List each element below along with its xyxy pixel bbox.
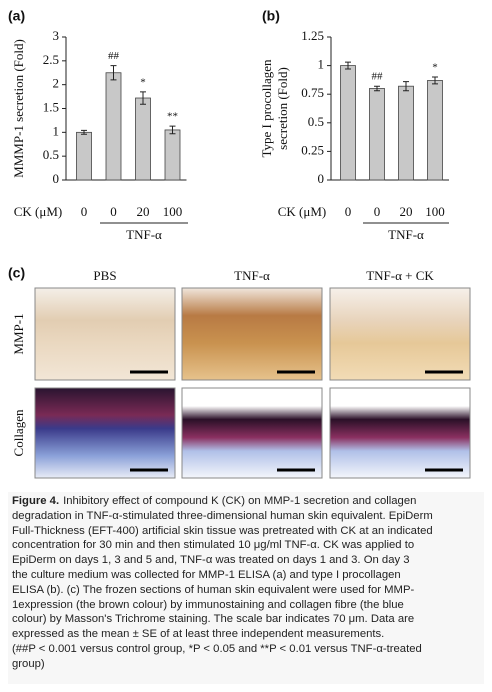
micrograph bbox=[181, 387, 323, 479]
y-axis-label: secretion (Fold) bbox=[275, 67, 290, 150]
caption-text: Inhibitory effect of compound K (CK) on … bbox=[63, 495, 417, 507]
caption-text: 1expression (the brown colour) by immuno… bbox=[12, 598, 404, 611]
bar bbox=[398, 85, 414, 181]
y-tick-label: 0.75 bbox=[301, 85, 324, 100]
bar bbox=[76, 131, 92, 181]
column-header: TNF-α + CK bbox=[366, 268, 434, 283]
micrograph bbox=[34, 387, 176, 479]
x-tick-label: 100 bbox=[163, 204, 183, 219]
significance-mark: ## bbox=[372, 71, 384, 83]
y-tick-label: 1.25 bbox=[301, 28, 324, 43]
micrograph bbox=[329, 387, 471, 479]
caption-line: concentration for 30 min and then stimul… bbox=[12, 538, 480, 553]
y-tick-label: 0 bbox=[318, 171, 325, 186]
y-tick-label: 1.5 bbox=[43, 99, 59, 114]
error-bar bbox=[374, 85, 380, 92]
y-tick-label: 3 bbox=[53, 28, 60, 43]
caption-line: ELISA (b). (c) The frozen sections of hu… bbox=[12, 583, 480, 598]
x-tick-label: 0 bbox=[81, 204, 88, 219]
panel-label: (c) bbox=[8, 265, 25, 281]
error-bar bbox=[403, 81, 409, 92]
group-label: TNF-α bbox=[126, 227, 162, 242]
caption-text: (##P < 0.001 versus control group, *P < … bbox=[12, 642, 422, 655]
bar bbox=[164, 129, 181, 181]
caption-line: Full-Thickness (EFT-400) artificial skin… bbox=[12, 524, 480, 539]
x-axis-label: CK (μM) bbox=[14, 204, 63, 219]
scale-bars bbox=[130, 370, 463, 472]
panel-label: (a) bbox=[8, 8, 25, 24]
y-axis-label: MMMP-1 secretion (Fold) bbox=[11, 39, 26, 178]
x-tick-label: 0 bbox=[374, 204, 381, 219]
bar bbox=[369, 88, 385, 181]
caption-text: degradation in TNF-α-stimulated three-di… bbox=[12, 509, 433, 522]
micrograph bbox=[34, 287, 176, 381]
significance-mark: * bbox=[140, 76, 146, 88]
figure-caption: Figure 4. Inhibitory effect of compound K… bbox=[8, 492, 484, 684]
panel-label: (b) bbox=[262, 8, 280, 24]
caption-text: Full-Thickness (EFT-400) artificial skin… bbox=[12, 524, 433, 537]
row-label: Collagen bbox=[11, 409, 26, 456]
column-header: PBS bbox=[93, 268, 116, 283]
x-tick-label: 100 bbox=[425, 204, 445, 219]
caption-text: expressed as the mean ± SE of at least t… bbox=[12, 628, 385, 641]
caption-text: EpiDerm on days 1, 3 and 5 and, TNF-α wa… bbox=[12, 554, 410, 567]
error-bar bbox=[169, 125, 176, 135]
bar bbox=[135, 97, 151, 181]
micrograph bbox=[181, 287, 323, 381]
caption-line: Figure 4. Inhibitory effect of compound K… bbox=[12, 494, 480, 509]
bar bbox=[340, 65, 356, 181]
error-bar bbox=[140, 91, 146, 105]
column-header: TNF-α bbox=[234, 268, 270, 283]
caption-line: 1expression (the brown colour) by immuno… bbox=[12, 598, 480, 613]
micrograph bbox=[329, 287, 471, 381]
y-tick-label: 0.25 bbox=[301, 142, 324, 157]
x-axis-label: CK (μM) bbox=[278, 204, 327, 219]
y-tick-label: 1 bbox=[53, 123, 60, 138]
caption-label: Figure 4. bbox=[12, 495, 60, 507]
group-label: TNF-α bbox=[388, 227, 424, 242]
x-tick-label: 20 bbox=[137, 204, 150, 219]
row-label: MMP-1 bbox=[11, 313, 26, 354]
caption-text: concentration for 30 min and then stimul… bbox=[12, 539, 415, 552]
y-tick-label: 0.5 bbox=[308, 114, 324, 129]
y-tick-label: 0 bbox=[53, 171, 60, 186]
caption-text: colour) by Masson's Trichrome staining. … bbox=[12, 613, 415, 626]
caption-line: expressed as the mean ± SE of at least t… bbox=[12, 627, 480, 642]
significance-mark: ** bbox=[167, 111, 178, 123]
x-tick-label: 20 bbox=[400, 204, 413, 219]
caption-text: ELISA (b). (c) The frozen sections of hu… bbox=[12, 583, 415, 596]
caption-line: colour) by Masson's Trichrome staining. … bbox=[12, 612, 480, 627]
panel-c-images bbox=[34, 287, 471, 479]
significance-mark: ## bbox=[108, 50, 120, 62]
figure: (c) PBS TNF-α TNF-α + CK MMP-1 Collagen … bbox=[8, 8, 471, 479]
error-bar bbox=[345, 61, 351, 70]
bar bbox=[105, 72, 122, 181]
error-bar bbox=[432, 76, 438, 85]
caption-line: degradation in TNF-α-stimulated three-di… bbox=[12, 509, 480, 524]
caption-text: group) bbox=[12, 657, 45, 670]
caption-line: EpiDerm on days 1, 3 and 5 and, TNF-α wa… bbox=[12, 553, 480, 568]
error-bar bbox=[81, 129, 87, 135]
caption-text: the culture medium was collected for MMP… bbox=[12, 568, 401, 581]
y-axis-label: Type I procollagen bbox=[259, 59, 274, 157]
y-tick-label: 2.5 bbox=[43, 52, 59, 67]
y-tick-label: 0.5 bbox=[43, 147, 59, 162]
caption-line: the culture medium was collected for MMP… bbox=[12, 568, 480, 583]
significance-mark: * bbox=[432, 62, 438, 74]
y-tick-label: 2 bbox=[53, 76, 60, 91]
x-tick-label: 0 bbox=[345, 204, 352, 219]
bar bbox=[427, 80, 443, 181]
caption-line: group) bbox=[12, 657, 480, 672]
x-tick-label: 0 bbox=[110, 204, 117, 219]
y-tick-label: 1 bbox=[318, 57, 325, 72]
error-bar bbox=[110, 65, 117, 81]
caption-line: (##P < 0.001 versus control group, *P < … bbox=[12, 642, 480, 657]
